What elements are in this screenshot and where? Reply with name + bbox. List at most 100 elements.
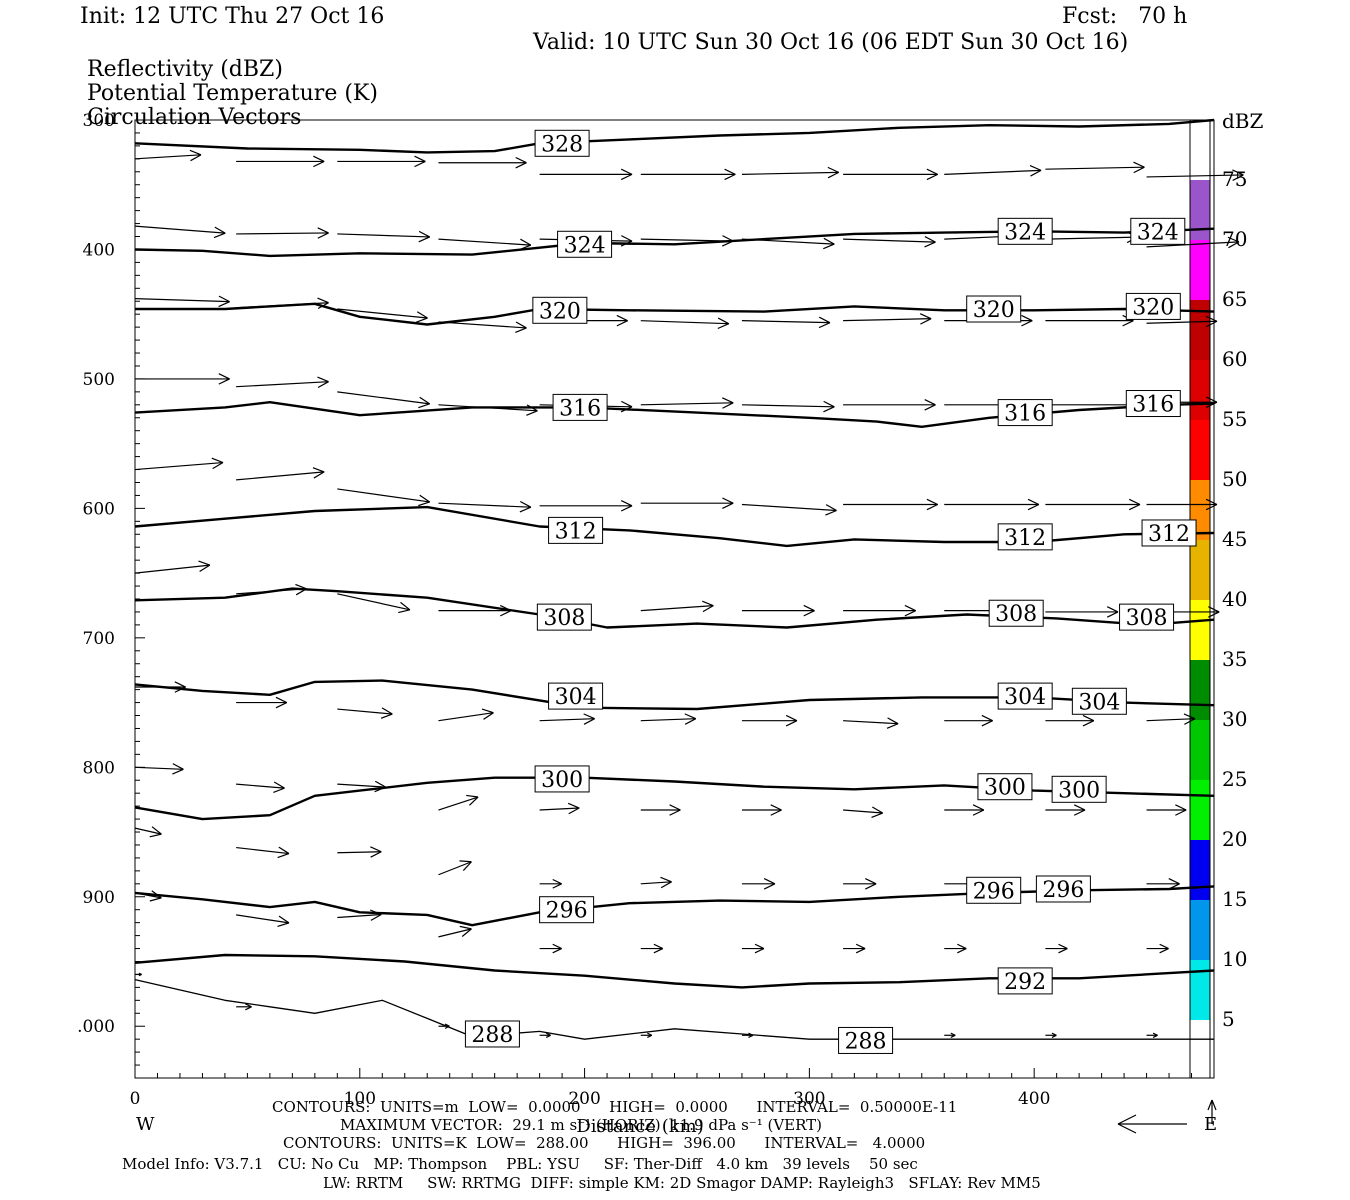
circulation-vector [134,457,224,471]
theta-contour-316 [134,401,1215,428]
circulation-vector [741,503,837,516]
svg-text:308: 308 [995,602,1037,627]
circulation-vector [640,235,734,247]
circulation-vector [741,166,840,179]
circulation-vector [944,498,1040,511]
circulation-vector [1146,315,1218,328]
colorbar-bin [1190,1020,1210,1080]
circulation-vector [236,781,285,793]
svg-text:324: 324 [564,233,606,258]
theta-contour-288 [134,978,1214,1040]
x-tick-label: 200 [568,1089,600,1109]
x-tick-label: 100 [344,1089,376,1109]
circulation-vector [438,156,527,169]
svg-text:300: 300 [1058,778,1100,803]
svg-text:324: 324 [1004,220,1046,245]
circulation-vector [236,467,325,481]
circulation-vector [337,780,387,793]
circulation-vector [843,717,899,729]
theta-label: 316 [552,393,608,421]
circulation-vector [640,804,681,816]
svg-text:316: 316 [559,396,601,421]
svg-text:296: 296 [1042,878,1084,903]
circulation-vector [1045,161,1145,174]
circulation-vector [944,804,985,816]
circulation-vector [134,225,226,239]
x-end-label-right: E [1204,1114,1217,1135]
x-axis-label: Distance (km) [576,1116,703,1137]
colorbar-bin [1190,360,1210,420]
circulation-vector [843,806,883,818]
model-info-line2: LW: RRTM SW: RRTMG DIFF: simple KM: 2D S… [323,1174,1041,1192]
svg-text:312: 312 [1148,522,1190,547]
svg-text:296: 296 [973,879,1015,904]
y-tick-label: 700 [83,629,115,649]
circulation-vector [640,497,734,509]
colorbar-bin [1190,900,1210,960]
colorbar-bin [1190,780,1210,840]
colorbar-bin [1190,420,1210,480]
colorbar-bin [1190,840,1210,900]
svg-text:316: 316 [1004,402,1046,427]
circulation-vector [134,826,162,838]
theta-label: 316 [997,399,1053,427]
colorbar-label: 45 [1222,527,1247,551]
theta-label: 300 [1051,775,1107,803]
circulation-vector [236,846,290,859]
y-tick-label: 300 [83,111,115,131]
circulation-vector [539,500,633,512]
axes: W E Distance (km) 0 100 200 300 400 300 400 500… [77,111,1217,1137]
theta-label: 312 [1141,519,1197,547]
circulation-vector [236,227,329,239]
theta-label: 296 [539,896,595,924]
colorbar-label: 60 [1222,347,1247,371]
circulation-vector [741,878,776,890]
circulation-vector [1146,1032,1158,1038]
circulation-vector [1146,169,1244,181]
colorbar-label: 50 [1222,467,1247,491]
y-tick-label: 800 [83,758,115,778]
theta-label: 300 [977,773,1033,801]
theta-label: 308 [536,603,592,631]
svg-text:320: 320 [973,298,1015,323]
colorbar-unit: dBZ [1222,109,1264,133]
circulation-vector [438,1023,450,1029]
circulation-vector [1146,498,1218,511]
circulation-vector [438,238,532,251]
colorbar-label: 70 [1222,227,1247,251]
theta-label: 320 [966,295,1022,323]
circulation-vector [438,794,479,811]
circulation-vector [640,876,672,889]
colorbar-bin [1190,660,1210,720]
theta-label: 296 [1035,875,1091,903]
circulation-vector [134,149,202,162]
circulation-vector [944,1032,956,1038]
circulation-vector [539,802,580,815]
svg-text:328: 328 [541,132,583,157]
circulation-vector [438,500,532,513]
theta-label: 316 [1125,390,1181,418]
theta-label: 300 [534,765,590,793]
circulation-vector [640,397,734,409]
circulation-vector [337,155,426,168]
circulation-vector [539,1032,551,1038]
circulation-vector [1045,943,1068,954]
circulation-vector [640,713,697,725]
circulation-vector [944,165,1042,177]
y-tick-label: 400 [83,240,115,260]
svg-text:304: 304 [1078,690,1120,715]
theta-label: 312 [997,523,1053,551]
colorbar-label: 15 [1222,887,1247,911]
init-time: Init: 12 UTC Thu 27 Oct 16 [80,4,385,29]
colorbar-label: 5 [1222,1007,1235,1031]
circulation-vector [134,890,162,902]
reference-vector [1117,1099,1217,1134]
circulation-vector [640,168,736,181]
circulation-vector [1146,713,1196,725]
colorbar-bin [1190,120,1210,180]
circulation-vector [843,498,938,511]
circulation-vector [539,878,562,889]
colorbar-bin [1190,720,1210,780]
circulation-vector [236,1003,252,1011]
